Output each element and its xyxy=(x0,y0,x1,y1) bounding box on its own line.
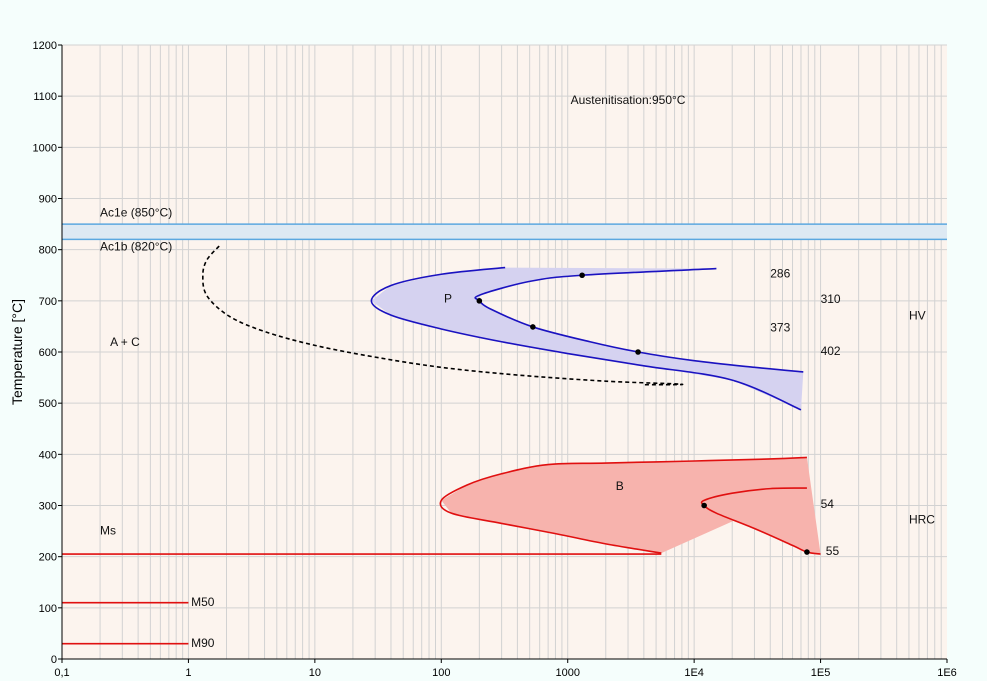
y-tick-label: 900 xyxy=(39,194,57,206)
annotation-ms: Ms xyxy=(100,524,116,538)
data-marker xyxy=(579,272,585,279)
x-tick-label: 1 xyxy=(185,667,191,679)
y-axis-ticks: 0 100 200 300 400 500 600 700 800 900 1000 1100 1200 xyxy=(33,40,62,666)
annotation-hv-310: 310 xyxy=(821,292,841,306)
annotation-austenitisation: Austenitisation:950°C xyxy=(571,93,686,107)
annotation-a-plus-c: A + C xyxy=(110,335,140,349)
bainite-end-curve xyxy=(700,487,821,555)
x-tick-label: 1E4 xyxy=(684,667,704,679)
annotation-ac1b: Ac1b (820°C) xyxy=(100,240,172,254)
x-tick-label: 1000 xyxy=(555,667,579,679)
annotation-hv-373: 373 xyxy=(770,321,790,335)
x-tick-label: 100 xyxy=(432,667,450,679)
ac-band-fill xyxy=(62,224,947,240)
bainite-start-curve xyxy=(439,456,807,554)
y-tick-label: 1100 xyxy=(33,91,57,103)
annotation-m50: M50 xyxy=(191,595,215,609)
annotation-hrc-55: 55 xyxy=(826,544,840,558)
data-marker xyxy=(701,502,707,509)
y-tick-label: 0 xyxy=(51,654,57,666)
data-marker xyxy=(476,298,483,304)
x-tick-label: 10 xyxy=(309,667,321,679)
annotation-m90: M90 xyxy=(191,636,215,650)
grid xyxy=(61,44,947,660)
y-tick-label: 1000 xyxy=(33,142,57,154)
pearlite-start-curve xyxy=(370,266,802,411)
y-tick-label: 300 xyxy=(39,501,57,513)
annotation-hv-286: 286 xyxy=(770,266,790,280)
y-tick-label: 800 xyxy=(39,245,57,257)
y-tick-label: 400 xyxy=(39,449,57,461)
ac-band xyxy=(62,223,947,241)
data-marker xyxy=(804,549,810,555)
markers xyxy=(476,272,810,555)
annotation-ac1e: Ac1e (850°C) xyxy=(100,205,172,219)
y-tick-label: 1200 xyxy=(33,40,57,52)
y-tick-label: 500 xyxy=(39,398,57,410)
annotation-p-label: P xyxy=(444,291,452,305)
y-axis-label: Temperature [°C] xyxy=(9,299,25,405)
carbide-start-curve xyxy=(202,245,684,386)
y-tick-label: 700 xyxy=(39,296,57,308)
x-axis-ticks: 0,1 1 10 100 1000 1E4 1E5 1E6 xyxy=(54,659,957,679)
x-tick-label: 1E6 xyxy=(937,667,957,679)
annotation-hv-402: 402 xyxy=(821,344,841,358)
data-marker xyxy=(635,349,641,355)
annotation-hrc: HRC xyxy=(909,512,935,526)
annotation-hrc-54: 54 xyxy=(821,497,835,511)
transformation-curves xyxy=(62,245,821,645)
x-tick-label: 1E5 xyxy=(811,667,831,679)
annotation-b-label: B xyxy=(616,479,624,493)
data-marker xyxy=(530,324,536,330)
y-tick-label: 200 xyxy=(39,552,57,564)
y-tick-label: 600 xyxy=(39,347,57,359)
annotations: Austenitisation:950°C Ac1e (850°C) Ac1b (8… xyxy=(100,93,935,650)
x-tick-label: 0,1 xyxy=(54,667,69,679)
pearlite-end-curve xyxy=(474,267,804,373)
annotation-hv: HV xyxy=(909,308,926,322)
y-tick-label: 100 xyxy=(39,603,57,615)
